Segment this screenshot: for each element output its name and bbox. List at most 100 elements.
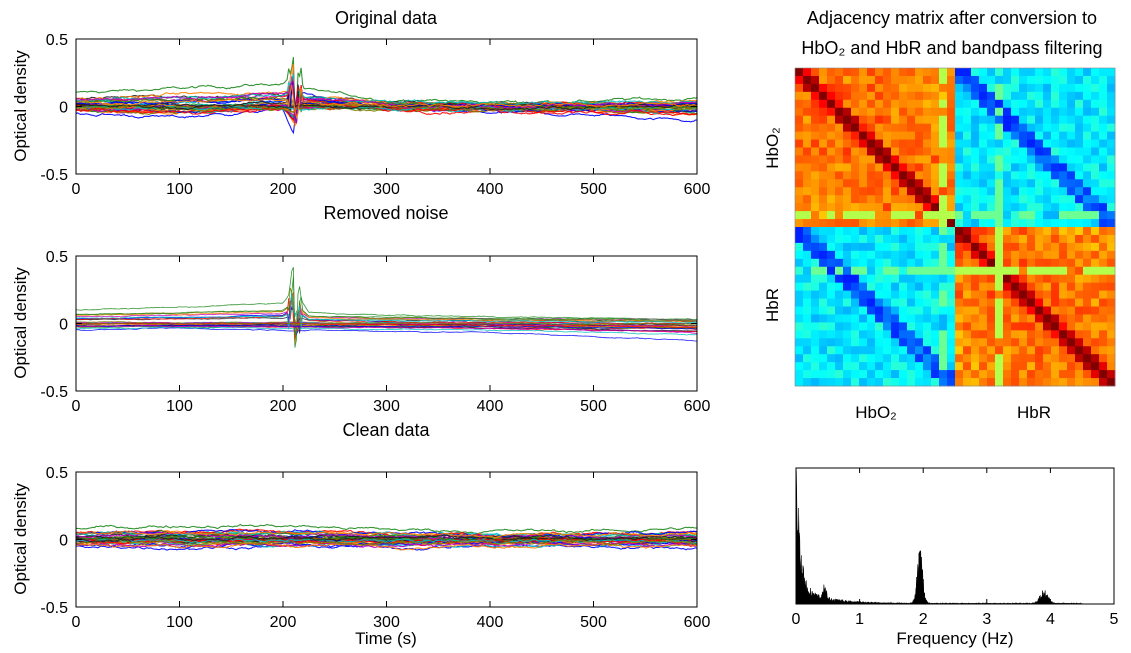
heatmap-cell	[963, 91, 972, 101]
heatmap-cell	[859, 282, 868, 291]
heatmap-cell	[883, 187, 892, 196]
heatmap-cell	[899, 370, 908, 379]
heatmap-cell	[915, 211, 924, 220]
heatmap-cell	[1091, 211, 1100, 220]
heatmap-cell	[859, 346, 868, 355]
heatmap-cell	[1011, 354, 1020, 363]
heatmap-cell	[795, 75, 804, 85]
heatmap-cell	[1059, 99, 1068, 109]
heatmap-cell	[811, 211, 820, 220]
heatmap-cell	[1027, 179, 1036, 188]
heatmap-cell	[811, 370, 820, 379]
heatmap-cell	[851, 115, 860, 125]
heatmap-cell	[1019, 139, 1028, 148]
heatmap-cell	[939, 115, 948, 125]
heatmap-cell	[1059, 346, 1068, 355]
heatmap-cell	[963, 266, 972, 276]
heatmap-cell	[1051, 354, 1060, 363]
heatmap-cell	[1011, 83, 1020, 93]
heatmap-cell	[899, 123, 908, 132]
channel-trace	[76, 530, 697, 539]
heatmap-cell	[923, 298, 932, 307]
heatmap-cell	[955, 306, 964, 315]
heatmap-cell	[947, 346, 956, 355]
heatmap-cell	[923, 306, 932, 315]
heatmap-cell	[939, 187, 948, 196]
heatmap-cell	[1003, 250, 1012, 260]
heatmap-cell	[1091, 250, 1100, 260]
heatmap-cell	[1075, 123, 1084, 132]
heatmap-cell	[939, 242, 948, 252]
heatmap-cell	[1099, 274, 1108, 284]
heatmap-cell	[1027, 362, 1036, 371]
trace-group	[76, 57, 697, 135]
heatmap-cell	[1027, 322, 1036, 331]
heatmap-cell	[1083, 131, 1092, 140]
heatmap-cell	[971, 99, 980, 109]
heatmap-cell	[803, 362, 812, 371]
original-data-title: Original data	[335, 8, 438, 28]
heatmap-cell	[1067, 306, 1076, 315]
heatmap-cell	[867, 75, 876, 85]
heatmap-cell	[1059, 91, 1068, 101]
heatmap-cell	[923, 187, 932, 196]
heatmap-cell	[963, 314, 972, 323]
heatmap-cell	[1083, 258, 1092, 268]
heatmap-cell	[867, 203, 876, 212]
heatmap-cell	[1003, 203, 1012, 212]
heatmap-cell	[1083, 370, 1092, 379]
heatmap-cell	[1051, 378, 1060, 387]
heatmap-cell	[819, 107, 828, 117]
heatmap-cell	[843, 306, 852, 315]
heatmap-cell	[819, 346, 828, 355]
heatmap-cell	[1067, 242, 1076, 252]
heatmap-cell	[827, 147, 836, 156]
heatmap-cell	[907, 163, 916, 172]
heatmap-cell	[843, 219, 852, 228]
heatmap-cell	[891, 211, 900, 220]
heatmap-cell	[963, 203, 972, 212]
heatmap-cell	[1075, 171, 1084, 180]
heatmap-cell	[899, 338, 908, 347]
heatmap-cell	[1083, 195, 1092, 204]
heatmap-cell	[851, 322, 860, 331]
heatmap-cell	[843, 298, 852, 307]
heatmap-cell	[811, 171, 820, 180]
heatmap-cell	[883, 107, 892, 117]
heatmap-cell	[971, 179, 980, 188]
adjacency-title-line1: Adjacency matrix after conversion to	[807, 8, 1097, 28]
heatmap-cell	[923, 147, 932, 156]
heatmap-cell	[811, 362, 820, 371]
heatmap-cell	[939, 362, 948, 371]
heatmap-cell	[1003, 290, 1012, 299]
heatmap-cell	[1003, 306, 1012, 315]
heatmap-cell	[987, 203, 996, 212]
heatmap-cell	[947, 227, 956, 236]
heatmap-cell	[963, 354, 972, 363]
heatmap-cell	[1099, 195, 1108, 204]
heatmap-cell	[947, 131, 956, 140]
heatmap-cell	[827, 266, 836, 276]
heatmap-cell	[1075, 68, 1084, 77]
heatmap-cell	[987, 131, 996, 140]
heatmap-cell	[875, 211, 884, 220]
heatmap-cell	[867, 195, 876, 204]
heatmap-cell	[859, 298, 868, 307]
heatmap-cell	[987, 147, 996, 156]
heatmap-cell	[867, 306, 876, 315]
heatmap-cell	[923, 75, 932, 85]
heatmap-cell	[827, 298, 836, 307]
heatmap-cell	[915, 258, 924, 268]
heatmap-cell	[1011, 195, 1020, 204]
heatmap-cell	[795, 362, 804, 371]
heatmap-cell	[931, 68, 940, 77]
heatmap-cell	[843, 163, 852, 172]
heatmap-cell	[963, 131, 972, 140]
heatmap-cell	[883, 306, 892, 315]
heatmap-cell	[1107, 179, 1116, 188]
heatmap-cell	[1075, 274, 1084, 284]
trace-group	[76, 267, 697, 348]
heatmap-cell	[827, 99, 836, 109]
heatmap-cell	[1051, 250, 1060, 260]
heatmap-cell	[875, 75, 884, 85]
